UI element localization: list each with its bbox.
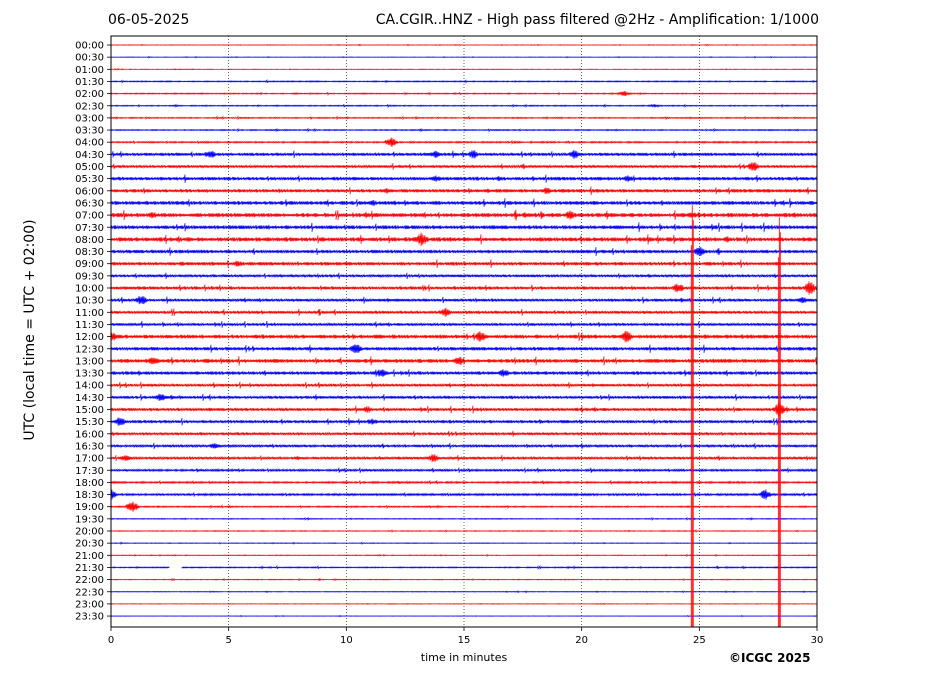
y-tick-label-36: 18:00 [75,478,104,489]
y-tick-label-1: 00:30 [75,53,104,64]
y-tick-label-26: 13:00 [75,356,104,367]
trace-37 [110,489,818,500]
trace-35 [110,467,818,474]
y-tick-label-34: 17:00 [75,454,104,465]
y-tick-label-39: 19:30 [75,514,104,525]
trace-43 [110,564,818,570]
x-tick-label-0: 0 [108,635,114,646]
trace-12 [110,186,818,196]
trace-47 [110,614,818,618]
y-tick-label-2: 01:00 [75,65,104,76]
y-tick-label-43: 21:30 [75,563,104,574]
y-tick-label-3: 01:30 [75,77,104,88]
x-tick-label-1: 5 [225,635,231,646]
trace-38 [110,501,818,512]
y-tick-label-41: 20:30 [75,539,104,550]
trace-19 [110,272,818,280]
y-tick-label-13: 06:30 [75,198,104,209]
trace-15 [110,222,818,233]
trace-11 [110,174,818,183]
y-tick-label-33: 16:30 [75,441,104,452]
large-event-0 [690,205,694,627]
y-tick-label-8: 04:00 [75,138,104,149]
y-axis-label: UTC (local time = UTC + 02:00) [22,219,38,441]
x-tick-label-3: 15 [458,635,471,646]
x-axis-label: time in minutes [420,651,508,664]
y-tick-label-47: 23:30 [75,612,104,623]
y-tick-label-0: 00:00 [75,41,104,52]
trace-18 [110,259,818,269]
y-tick-label-20: 10:00 [75,284,104,295]
x-tick-label-2: 10 [340,635,353,646]
y-tick-label-23: 11:30 [75,320,104,331]
y-tick-label-44: 22:00 [75,575,104,586]
trace-17 [110,246,818,257]
x-tick-label-5: 25 [693,635,706,646]
plot-frame [110,35,818,628]
y-tick-label-4: 02:00 [75,89,104,100]
date-label: 06-05-2025 [108,12,190,28]
y-tick-label-35: 17:30 [75,466,104,477]
y-tick-label-14: 07:00 [75,211,104,222]
trace-13 [110,197,818,208]
y-tick-label-9: 04:30 [75,150,104,161]
chart-title: CA.CGIR..HNZ - High pass filtered @2Hz -… [375,12,819,28]
trace-10 [110,161,818,172]
y-tick-label-40: 20:00 [75,527,104,538]
trace-36 [110,479,818,485]
trace-14 [110,209,818,221]
y-tick-label-12: 06:00 [75,186,104,197]
trace-31 [110,417,818,426]
trace-39 [110,516,818,521]
y-tick-label-5: 02:30 [75,101,104,112]
y-tick-label-19: 09:30 [75,271,104,282]
trace-27 [110,368,818,378]
trace-8 [110,137,818,147]
y-tick-label-31: 15:30 [75,417,104,428]
y-tick-label-21: 10:30 [75,296,104,307]
trace-33 [110,442,818,450]
x-tick-label-4: 20 [575,635,588,646]
y-tick-label-37: 18:30 [75,490,104,501]
y-tick-label-6: 03:00 [75,113,104,124]
y-tick-label-15: 07:30 [75,223,104,234]
trace-32 [110,430,818,437]
y-tick-label-30: 15:00 [75,405,104,416]
y-tick-label-25: 12:30 [75,344,104,355]
x-tick-label-6: 30 [811,635,824,646]
trace-9 [110,149,818,159]
y-tick-label-22: 11:00 [75,308,104,319]
y-tick-label-24: 12:00 [75,332,104,343]
y-tick-label-45: 22:30 [75,587,104,598]
y-tick-label-29: 14:30 [75,393,104,404]
y-tick-label-18: 09:00 [75,259,104,270]
trace-34 [110,454,818,463]
y-tick-label-32: 16:00 [75,429,104,440]
y-tick-label-16: 08:00 [75,235,104,246]
y-tick-label-46: 23:00 [75,599,104,610]
y-tick-label-10: 05:00 [75,162,104,173]
y-tick-label-42: 21:00 [75,551,104,562]
y-tick-label-27: 13:30 [75,369,104,380]
y-tick-label-11: 05:30 [75,174,104,185]
y-tick-label-7: 03:30 [75,126,104,137]
copyright-label: ©ICGC 2025 [729,651,811,665]
y-tick-label-38: 19:00 [75,502,104,513]
y-tick-label-28: 14:00 [75,381,104,392]
large-event-1 [777,217,781,627]
trace-30 [110,403,818,416]
y-tick-label-17: 08:30 [75,247,104,258]
